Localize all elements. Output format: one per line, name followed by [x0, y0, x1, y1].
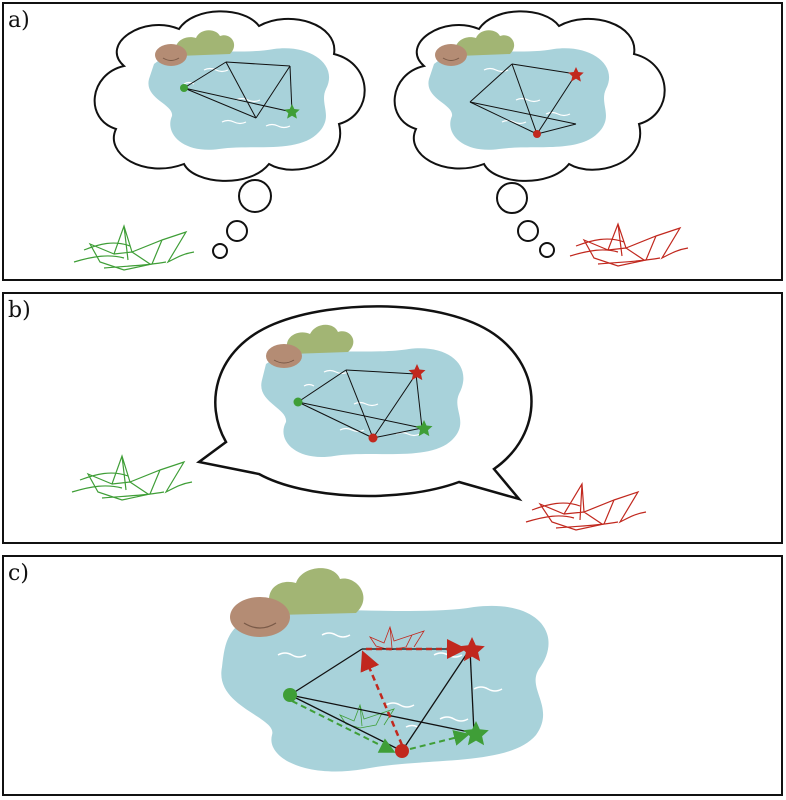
start-dot-icon [180, 84, 188, 92]
start-dot-icon [395, 744, 409, 758]
red-path-arrows [360, 639, 467, 746]
goal-star-icon [415, 420, 433, 437]
rock-icon [155, 44, 187, 66]
start-dot-icon [368, 433, 378, 443]
panel-c-scene [221, 568, 549, 772]
graph-edges-center [297, 369, 423, 439]
bush-icon [455, 30, 515, 56]
panel-b: b) [2, 292, 783, 544]
goal-star-icon [284, 104, 300, 119]
bush-icon [175, 30, 235, 56]
rock-icon [435, 44, 467, 66]
goal-star-icon [459, 637, 485, 662]
panel-a: a) [2, 2, 783, 281]
panel-label-c: c) [8, 561, 29, 586]
paper-boat-icon [73, 224, 195, 271]
goal-star-icon [408, 364, 426, 381]
graph-edges-left [183, 61, 293, 119]
rock-icon [230, 597, 290, 637]
panel-b-scene [71, 305, 647, 531]
paper-boat-icon [525, 482, 647, 531]
paper-boat-icon [569, 222, 689, 267]
graph-edges-right [469, 63, 577, 135]
paper-boat-icon [368, 625, 425, 651]
lake-right [428, 48, 610, 150]
rock-icon [266, 344, 302, 368]
green-path-arrows [291, 700, 470, 753]
lake-left [148, 48, 330, 150]
start-dot-icon [293, 397, 303, 407]
panel-label-a: a) [8, 8, 30, 33]
start-dot-icon [533, 130, 541, 138]
paper-boat-icon [71, 454, 193, 501]
bush-icon [286, 324, 354, 354]
bush-icon [269, 568, 364, 615]
panel-c: c) [2, 555, 783, 796]
start-dot-icon [283, 688, 297, 702]
goal-star-icon [568, 67, 584, 82]
goal-star-icon [463, 721, 489, 746]
panel-a-scene [73, 10, 689, 271]
panel-label-b: b) [8, 298, 31, 323]
